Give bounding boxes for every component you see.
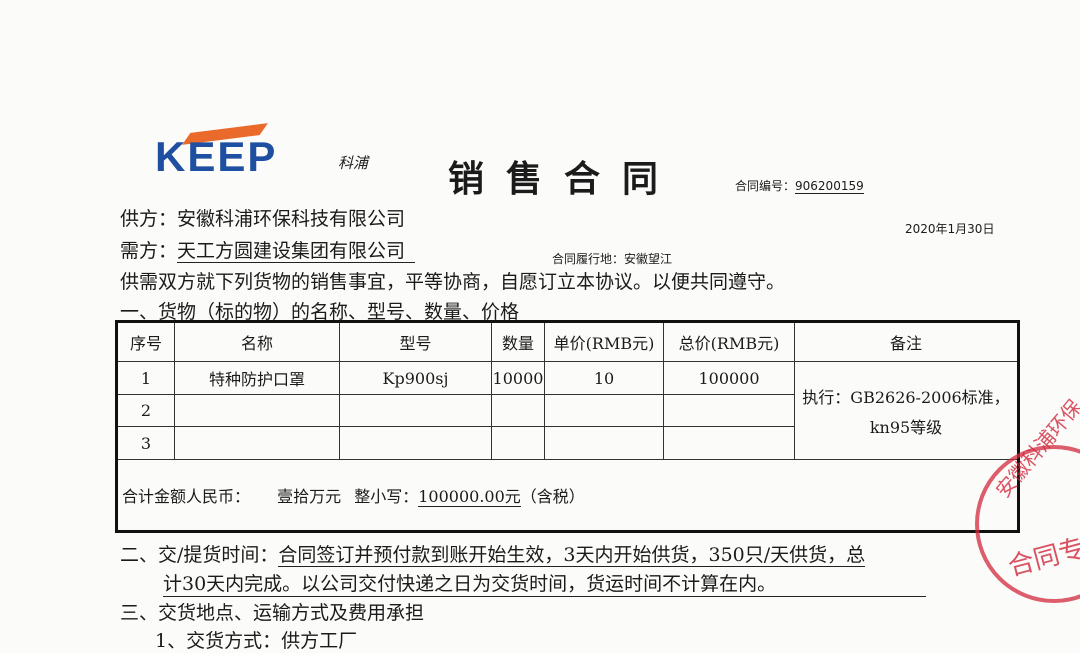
remark-line: 执行：GB2626-2006标准， [802, 387, 1010, 407]
header-cell: 单价(RMB元) [544, 321, 664, 362]
section-2: 二、交/提货时间：合同签订并预付款到账开始生效，3天内开始供货，350只/天供货… [120, 540, 866, 567]
section-2-label: 二、交/提货时间： [120, 544, 279, 566]
section-2-line2: 计30天内完成。以公司交付快递之日为交货时间，货运时间不计算在内。 [163, 569, 927, 597]
remark-cell: 执行：GB2626-2006标准， kn95等级 [794, 361, 1019, 460]
cell [339, 426, 492, 460]
cell [544, 426, 664, 460]
goods-table: 序号 名称 型号 数量 单价(RMB元) 总价(RMB元) 备注 1 特种防护口… [115, 320, 1020, 533]
contract-number: 合同编号：906200159 [735, 177, 864, 194]
header-cell: 型号 [339, 321, 492, 362]
table-row: 1 特种防护口罩 Kp900sj 10000 10 100000 执行：GB26… [116, 361, 1019, 460]
total-small-label: 整小写： [354, 487, 419, 506]
contract-number-label: 合同编号： [735, 179, 796, 193]
supplier-line: 供方：安徽科浦环保科技有限公司 [120, 208, 406, 230]
company-logo: KEEP [155, 133, 278, 180]
cell [174, 394, 340, 427]
section-3-item-1: 1、交货方式：供方工厂 [155, 630, 358, 652]
header-cell: 总价(RMB元) [663, 321, 795, 362]
logo-subtext: 科浦 [338, 154, 369, 172]
cell [491, 426, 545, 460]
total-cell: 合计金额人民币： 壹拾万元 整小写：100000.00元（含税） [116, 459, 1019, 532]
cell [663, 394, 795, 427]
contract-date: 2020年1月30日 [905, 222, 995, 236]
cell: 10000 [491, 361, 545, 395]
cell: 2 [116, 394, 175, 427]
total-number: 100000.00元 [418, 487, 521, 507]
buyer-name: 天工方圆建设集团有限公司 [177, 240, 416, 263]
cell: 1 [116, 361, 175, 395]
cell: Kp900sj [339, 361, 492, 395]
seal-center-text: 合同专 [1005, 533, 1080, 583]
document-title: 销售合同 [448, 158, 681, 200]
cell: 特种防护口罩 [174, 361, 340, 395]
header-cell: 备注 [794, 321, 1019, 362]
header-cell: 序号 [116, 321, 175, 362]
table-row: 2 [116, 394, 1019, 427]
header-cell: 数量 [491, 321, 545, 362]
buyer-line: 需方：天工方圆建设集团有限公司 [120, 236, 416, 263]
cell [544, 394, 664, 427]
contract-number-value: 906200159 [795, 179, 864, 194]
performance-place: 合同履行地：安徽望江 [552, 252, 673, 266]
cell: 100000 [663, 361, 795, 395]
total-note: （含税） [520, 487, 585, 506]
cell [663, 426, 795, 460]
section-1-heading: 一、货物（标的物）的名称、型号、数量、价格 [120, 301, 520, 323]
total-row: 合计金额人民币： 壹拾万元 整小写：100000.00元（含税） [116, 459, 1019, 532]
cell: 3 [116, 426, 175, 460]
total-label: 合计金额人民币： [122, 487, 251, 506]
intro-text: 供需双方就下列货物的销售事宜，平等协商，自愿订立本协议。以便共同遵守。 [120, 271, 786, 293]
cell [174, 426, 340, 460]
cell: 10 [544, 361, 664, 395]
section-2-line1: 合同签订并预付款到账开始生效，3天内开始供货，350只/天供货，总 [278, 544, 866, 567]
total-words: 壹拾万元 [277, 487, 342, 506]
cell [491, 394, 545, 427]
table-header-row: 序号 名称 型号 数量 单价(RMB元) 总价(RMB元) 备注 [116, 321, 1019, 362]
remark-line: kn95等级 [869, 417, 943, 437]
header-cell: 名称 [174, 321, 340, 362]
cell [339, 394, 492, 427]
buyer-label: 需方： [120, 240, 178, 262]
section-3-heading: 三、交货地点、运输方式及费用承担 [120, 602, 425, 624]
